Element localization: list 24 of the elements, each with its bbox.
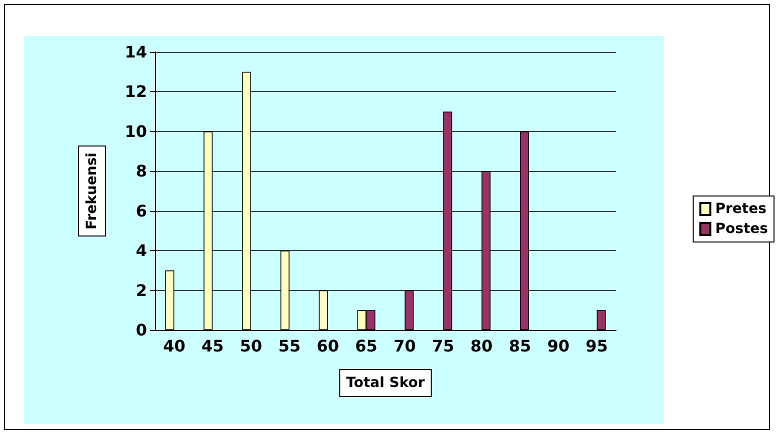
- x-tick-label: 95: [586, 336, 608, 356]
- y-tick-label: 14: [124, 42, 147, 62]
- y-tick-label: 6: [136, 201, 147, 220]
- x-tick-label: 70: [394, 336, 416, 356]
- x-tick-label: 60: [316, 336, 340, 356]
- x-tick-label: 40: [163, 336, 186, 356]
- x-tick-label: 55: [278, 336, 301, 356]
- y-tick-label: 12: [124, 82, 147, 102]
- x-tick-label: 75: [432, 336, 454, 356]
- y-tick-label: 10: [124, 122, 147, 141]
- x-tick-label: 50: [240, 336, 262, 356]
- x-tick-label: 85: [508, 336, 532, 356]
- x-tick-label: 90: [547, 336, 570, 356]
- x-tick-label: 80: [470, 336, 493, 356]
- x-axis-title: Total Skor: [346, 375, 425, 391]
- x-tick-label: 45: [201, 336, 224, 356]
- y-tick-label: 2: [136, 280, 147, 300]
- y-tick-label: 4: [136, 241, 147, 260]
- y-axis-title: Frekuensi: [84, 152, 100, 230]
- legend-label: Postes: [715, 221, 768, 237]
- legend-label: Pretes: [715, 201, 766, 217]
- x-tick-label: 65: [355, 336, 378, 356]
- y-tick-label: 0: [136, 320, 147, 340]
- y-tick-label: 8: [136, 162, 147, 181]
